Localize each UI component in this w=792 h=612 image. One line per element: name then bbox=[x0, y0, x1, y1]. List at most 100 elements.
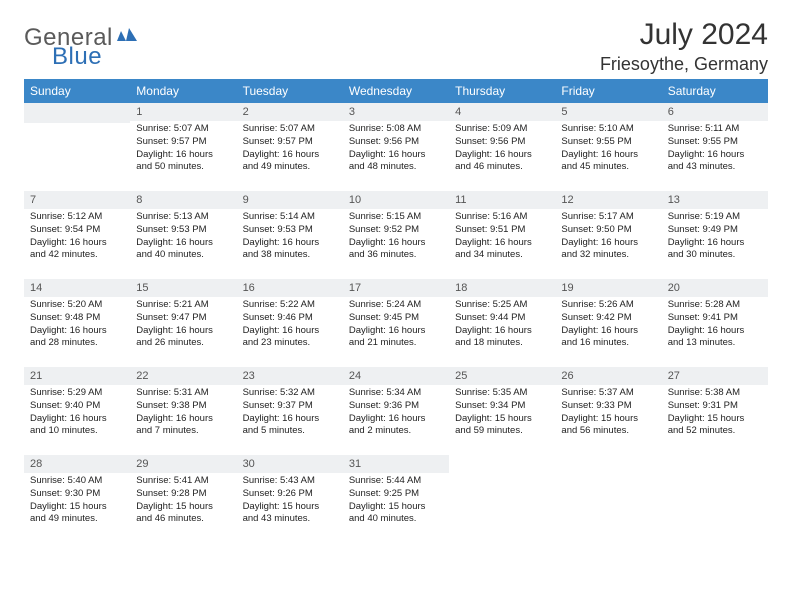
calendar-row: 21Sunrise: 5:29 AMSunset: 9:40 PMDayligh… bbox=[24, 367, 768, 455]
day-number: 9 bbox=[237, 191, 343, 209]
day-number: 11 bbox=[449, 191, 555, 209]
day-cell: 16Sunrise: 5:22 AMSunset: 9:46 PMDayligh… bbox=[237, 279, 343, 367]
day-number: 4 bbox=[449, 103, 555, 121]
day-number: 26 bbox=[555, 367, 661, 385]
day-cell: 19Sunrise: 5:26 AMSunset: 9:42 PMDayligh… bbox=[555, 279, 661, 367]
day-cell: 15Sunrise: 5:21 AMSunset: 9:47 PMDayligh… bbox=[130, 279, 236, 367]
day-cell: 6Sunrise: 5:11 AMSunset: 9:55 PMDaylight… bbox=[662, 103, 768, 191]
weekday-saturday: Saturday bbox=[662, 79, 768, 103]
day-number: 1 bbox=[130, 103, 236, 121]
weekday-thursday: Thursday bbox=[449, 79, 555, 103]
day-number: 23 bbox=[237, 367, 343, 385]
day-number: 29 bbox=[130, 455, 236, 473]
day-details: Sunrise: 5:24 AMSunset: 9:45 PMDaylight:… bbox=[343, 297, 449, 354]
day-details: Sunrise: 5:41 AMSunset: 9:28 PMDaylight:… bbox=[130, 473, 236, 530]
day-details: Sunrise: 5:09 AMSunset: 9:56 PMDaylight:… bbox=[449, 121, 555, 178]
day-details: Sunrise: 5:20 AMSunset: 9:48 PMDaylight:… bbox=[24, 297, 130, 354]
day-number: 12 bbox=[555, 191, 661, 209]
day-number: 10 bbox=[343, 191, 449, 209]
weekday-tuesday: Tuesday bbox=[237, 79, 343, 103]
day-cell: 8Sunrise: 5:13 AMSunset: 9:53 PMDaylight… bbox=[130, 191, 236, 279]
day-cell: 12Sunrise: 5:17 AMSunset: 9:50 PMDayligh… bbox=[555, 191, 661, 279]
day-details: Sunrise: 5:44 AMSunset: 9:25 PMDaylight:… bbox=[343, 473, 449, 530]
day-cell: 10Sunrise: 5:15 AMSunset: 9:52 PMDayligh… bbox=[343, 191, 449, 279]
calendar-row: 7Sunrise: 5:12 AMSunset: 9:54 PMDaylight… bbox=[24, 191, 768, 279]
day-number: 13 bbox=[662, 191, 768, 209]
day-number: 3 bbox=[343, 103, 449, 121]
empty-cell bbox=[24, 103, 130, 191]
day-cell: 22Sunrise: 5:31 AMSunset: 9:38 PMDayligh… bbox=[130, 367, 236, 455]
day-number: 21 bbox=[24, 367, 130, 385]
weekday-friday: Friday bbox=[555, 79, 661, 103]
day-number: 24 bbox=[343, 367, 449, 385]
day-number: 18 bbox=[449, 279, 555, 297]
day-number: 28 bbox=[24, 455, 130, 473]
day-number: 20 bbox=[662, 279, 768, 297]
day-number: 22 bbox=[130, 367, 236, 385]
day-cell: 13Sunrise: 5:19 AMSunset: 9:49 PMDayligh… bbox=[662, 191, 768, 279]
day-details: Sunrise: 5:26 AMSunset: 9:42 PMDaylight:… bbox=[555, 297, 661, 354]
day-cell: 18Sunrise: 5:25 AMSunset: 9:44 PMDayligh… bbox=[449, 279, 555, 367]
day-details: Sunrise: 5:43 AMSunset: 9:26 PMDaylight:… bbox=[237, 473, 343, 530]
day-details: Sunrise: 5:32 AMSunset: 9:37 PMDaylight:… bbox=[237, 385, 343, 442]
day-cell: 31Sunrise: 5:44 AMSunset: 9:25 PMDayligh… bbox=[343, 455, 449, 543]
calendar-row: 28Sunrise: 5:40 AMSunset: 9:30 PMDayligh… bbox=[24, 455, 768, 543]
day-cell: 5Sunrise: 5:10 AMSunset: 9:55 PMDaylight… bbox=[555, 103, 661, 191]
day-details: Sunrise: 5:14 AMSunset: 9:53 PMDaylight:… bbox=[237, 209, 343, 266]
day-number: 27 bbox=[662, 367, 768, 385]
weekday-monday: Monday bbox=[130, 79, 236, 103]
day-details: Sunrise: 5:29 AMSunset: 9:40 PMDaylight:… bbox=[24, 385, 130, 442]
day-details: Sunrise: 5:31 AMSunset: 9:38 PMDaylight:… bbox=[130, 385, 236, 442]
day-number: 7 bbox=[24, 191, 130, 209]
calendar-row: 14Sunrise: 5:20 AMSunset: 9:48 PMDayligh… bbox=[24, 279, 768, 367]
day-cell: 1Sunrise: 5:07 AMSunset: 9:57 PMDaylight… bbox=[130, 103, 236, 191]
day-details: Sunrise: 5:21 AMSunset: 9:47 PMDaylight:… bbox=[130, 297, 236, 354]
day-cell: 17Sunrise: 5:24 AMSunset: 9:45 PMDayligh… bbox=[343, 279, 449, 367]
day-number: 8 bbox=[130, 191, 236, 209]
day-cell: 7Sunrise: 5:12 AMSunset: 9:54 PMDaylight… bbox=[24, 191, 130, 279]
day-details: Sunrise: 5:08 AMSunset: 9:56 PMDaylight:… bbox=[343, 121, 449, 178]
calendar-row: 1Sunrise: 5:07 AMSunset: 9:57 PMDaylight… bbox=[24, 103, 768, 191]
day-cell: 2Sunrise: 5:07 AMSunset: 9:57 PMDaylight… bbox=[237, 103, 343, 191]
day-number: 5 bbox=[555, 103, 661, 121]
day-cell: 21Sunrise: 5:29 AMSunset: 9:40 PMDayligh… bbox=[24, 367, 130, 455]
day-cell: 28Sunrise: 5:40 AMSunset: 9:30 PMDayligh… bbox=[24, 455, 130, 543]
empty-cell bbox=[555, 455, 661, 543]
day-number: 15 bbox=[130, 279, 236, 297]
day-cell: 29Sunrise: 5:41 AMSunset: 9:28 PMDayligh… bbox=[130, 455, 236, 543]
day-details: Sunrise: 5:15 AMSunset: 9:52 PMDaylight:… bbox=[343, 209, 449, 266]
empty-cell bbox=[449, 455, 555, 543]
day-cell: 30Sunrise: 5:43 AMSunset: 9:26 PMDayligh… bbox=[237, 455, 343, 543]
day-details: Sunrise: 5:25 AMSunset: 9:44 PMDaylight:… bbox=[449, 297, 555, 354]
day-cell: 9Sunrise: 5:14 AMSunset: 9:53 PMDaylight… bbox=[237, 191, 343, 279]
day-number: 31 bbox=[343, 455, 449, 473]
day-details: Sunrise: 5:12 AMSunset: 9:54 PMDaylight:… bbox=[24, 209, 130, 266]
day-cell: 3Sunrise: 5:08 AMSunset: 9:56 PMDaylight… bbox=[343, 103, 449, 191]
logo-text-blue: Blue bbox=[24, 43, 102, 70]
day-details: Sunrise: 5:13 AMSunset: 9:53 PMDaylight:… bbox=[130, 209, 236, 266]
day-cell: 27Sunrise: 5:38 AMSunset: 9:31 PMDayligh… bbox=[662, 367, 768, 455]
day-cell: 24Sunrise: 5:34 AMSunset: 9:36 PMDayligh… bbox=[343, 367, 449, 455]
day-details: Sunrise: 5:22 AMSunset: 9:46 PMDaylight:… bbox=[237, 297, 343, 354]
day-details: Sunrise: 5:38 AMSunset: 9:31 PMDaylight:… bbox=[662, 385, 768, 442]
day-number: 19 bbox=[555, 279, 661, 297]
day-number: 30 bbox=[237, 455, 343, 473]
weekday-header-row: Sunday Monday Tuesday Wednesday Thursday… bbox=[24, 79, 768, 103]
day-number: 6 bbox=[662, 103, 768, 121]
day-details: Sunrise: 5:19 AMSunset: 9:49 PMDaylight:… bbox=[662, 209, 768, 266]
day-details: Sunrise: 5:28 AMSunset: 9:41 PMDaylight:… bbox=[662, 297, 768, 354]
day-details: Sunrise: 5:11 AMSunset: 9:55 PMDaylight:… bbox=[662, 121, 768, 178]
empty-cell bbox=[662, 455, 768, 543]
day-cell: 4Sunrise: 5:09 AMSunset: 9:56 PMDaylight… bbox=[449, 103, 555, 191]
day-details: Sunrise: 5:37 AMSunset: 9:33 PMDaylight:… bbox=[555, 385, 661, 442]
day-details: Sunrise: 5:10 AMSunset: 9:55 PMDaylight:… bbox=[555, 121, 661, 178]
weekday-wednesday: Wednesday bbox=[343, 79, 449, 103]
day-details: Sunrise: 5:40 AMSunset: 9:30 PMDaylight:… bbox=[24, 473, 130, 530]
day-details: Sunrise: 5:07 AMSunset: 9:57 PMDaylight:… bbox=[130, 121, 236, 178]
day-cell: 25Sunrise: 5:35 AMSunset: 9:34 PMDayligh… bbox=[449, 367, 555, 455]
day-number: 16 bbox=[237, 279, 343, 297]
day-cell: 20Sunrise: 5:28 AMSunset: 9:41 PMDayligh… bbox=[662, 279, 768, 367]
day-cell: 11Sunrise: 5:16 AMSunset: 9:51 PMDayligh… bbox=[449, 191, 555, 279]
day-details: Sunrise: 5:34 AMSunset: 9:36 PMDaylight:… bbox=[343, 385, 449, 442]
weekday-sunday: Sunday bbox=[24, 79, 130, 103]
